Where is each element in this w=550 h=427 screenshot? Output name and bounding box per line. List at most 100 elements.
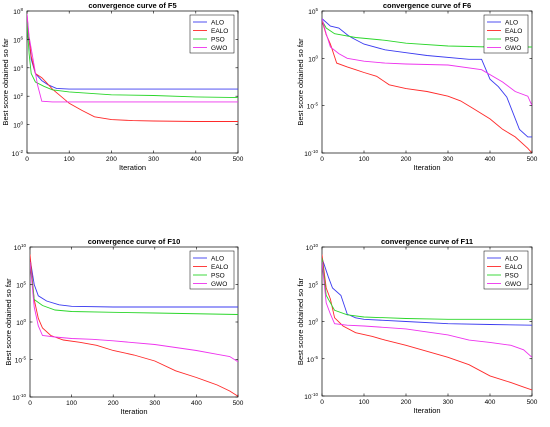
series-line-gwo bbox=[322, 261, 532, 358]
legend-label-gwo: GWO bbox=[211, 281, 227, 288]
y-tick-label: 104 bbox=[13, 64, 23, 73]
legend-label-pso: PSO bbox=[211, 272, 225, 279]
series-line-gwo bbox=[322, 18, 532, 106]
x-tick-label: 200 bbox=[401, 156, 412, 163]
x-tick-label: 0 bbox=[320, 156, 324, 163]
legend-label-gwo: GWO bbox=[211, 45, 227, 52]
x-tick-label: 200 bbox=[106, 156, 117, 163]
y-tick-label: 106 bbox=[13, 35, 23, 44]
y-tick-label: 100 bbox=[308, 318, 318, 327]
series-line-gwo bbox=[27, 13, 238, 103]
y-tick-label: 1010 bbox=[306, 243, 319, 252]
x-tick-label: 300 bbox=[443, 156, 454, 163]
legend-label-ealo: EALO bbox=[211, 264, 228, 271]
legend-box bbox=[483, 14, 529, 54]
y-tick-label: 105 bbox=[308, 280, 318, 289]
legend-label-alo: ALO bbox=[505, 19, 518, 26]
legend-box bbox=[483, 250, 529, 290]
x-axis-label: Iteration bbox=[413, 163, 440, 172]
series-line-pso bbox=[30, 261, 238, 315]
x-tick-label: 300 bbox=[443, 399, 454, 406]
y-axis-label: Best score obtained so far bbox=[1, 38, 10, 126]
chart-title: convergence curve of F5 bbox=[88, 1, 176, 10]
x-tick-label: 100 bbox=[66, 400, 77, 407]
series-line-ealo bbox=[322, 254, 532, 391]
x-tick-label: 0 bbox=[25, 156, 29, 163]
x-tick-label: 500 bbox=[527, 156, 538, 163]
legend-box bbox=[189, 250, 235, 290]
series-group bbox=[322, 254, 532, 391]
y-axis-label: Best score obtained so far bbox=[296, 38, 305, 126]
x-axis-label: Iteration bbox=[119, 163, 146, 172]
series-line-ealo bbox=[27, 13, 238, 122]
y-tick-label: 10-10 bbox=[304, 149, 318, 158]
series-line-alo bbox=[322, 258, 532, 326]
y-tick-label: 102 bbox=[13, 92, 23, 101]
legend-label-pso: PSO bbox=[211, 36, 225, 43]
series-group bbox=[322, 18, 532, 153]
x-tick-label: 500 bbox=[527, 399, 538, 406]
x-tick-label: 500 bbox=[233, 400, 244, 407]
y-tick-label: 100 bbox=[308, 54, 318, 63]
y-tick-label: 100 bbox=[16, 318, 26, 327]
y-tick-label: 10-5 bbox=[307, 355, 319, 364]
y-tick-label: 1010 bbox=[14, 243, 27, 252]
x-tick-label: 100 bbox=[359, 399, 370, 406]
legend-label-pso: PSO bbox=[505, 36, 519, 43]
y-axis-label: Best score obtained so far bbox=[296, 277, 305, 365]
legend-label-alo: ALO bbox=[211, 19, 224, 26]
legend-label-ealo: EALO bbox=[211, 28, 228, 35]
legend-label-alo: ALO bbox=[211, 255, 224, 262]
y-tick-label: 10-5 bbox=[307, 102, 319, 111]
legend-label-gwo: GWO bbox=[505, 281, 521, 288]
legend-label-gwo: GWO bbox=[505, 45, 521, 52]
x-tick-label: 400 bbox=[191, 400, 202, 407]
x-tick-label: 200 bbox=[108, 400, 119, 407]
series-line-alo bbox=[30, 258, 238, 308]
y-tick-label: 10-10 bbox=[304, 392, 318, 401]
series-line-ealo bbox=[30, 254, 238, 397]
chart-title: convergence curve of F10 bbox=[88, 237, 181, 246]
x-tick-label: 0 bbox=[320, 399, 324, 406]
series-line-gwo bbox=[30, 261, 238, 363]
x-tick-label: 200 bbox=[401, 399, 412, 406]
legend-box bbox=[189, 14, 235, 54]
series-group bbox=[30, 254, 238, 397]
x-tick-label: 400 bbox=[485, 156, 496, 163]
chart-panel-3: 0 100 200 300 400 500 1010 105 100 10-5 10-10 conve… bbox=[296, 237, 538, 415]
x-tick-label: 300 bbox=[149, 400, 160, 407]
y-tick-label: 10-10 bbox=[12, 393, 26, 402]
chart-title: convergence curve of F6 bbox=[383, 1, 471, 10]
chart-title: convergence curve of F11 bbox=[381, 237, 473, 246]
legend-label-ealo: EALO bbox=[505, 264, 522, 271]
legend-label-ealo: EALO bbox=[505, 28, 522, 35]
x-tick-label: 0 bbox=[28, 400, 32, 407]
x-tick-label: 400 bbox=[190, 156, 201, 163]
x-axis-label: Iteration bbox=[120, 407, 147, 416]
y-axis-label: Best score obtained so far bbox=[4, 278, 13, 366]
x-tick-label: 400 bbox=[485, 399, 496, 406]
series-line-pso bbox=[322, 258, 532, 320]
x-tick-label: 100 bbox=[64, 156, 75, 163]
legend-label-alo: ALO bbox=[505, 255, 518, 262]
x-tick-label: 500 bbox=[233, 156, 244, 163]
chart-panel-2: 0 100 200 300 400 500 1010 105 100 10-5 10-10 conve… bbox=[4, 237, 244, 416]
x-tick-label: 100 bbox=[359, 156, 370, 163]
y-tick-label: 10-2 bbox=[12, 149, 24, 158]
series-line-alo bbox=[322, 18, 532, 138]
series-group bbox=[27, 13, 238, 122]
chart-panel-0: 0 100 200 300 400 500 108 106 104 102 100 10-2 conve… bbox=[1, 1, 244, 172]
y-tick-label: 100 bbox=[13, 121, 23, 130]
y-tick-label: 10-5 bbox=[15, 356, 27, 365]
y-tick-label: 108 bbox=[13, 7, 23, 16]
y-tick-label: 105 bbox=[308, 7, 318, 16]
y-tick-label: 105 bbox=[16, 281, 26, 290]
series-line-ealo bbox=[322, 20, 532, 153]
series-line-pso bbox=[322, 20, 532, 48]
chart-panel-1: 0 100 200 300 400 500 105 100 10-5 10-10 convergen… bbox=[296, 1, 538, 172]
x-axis-label: Iteration bbox=[413, 406, 440, 415]
